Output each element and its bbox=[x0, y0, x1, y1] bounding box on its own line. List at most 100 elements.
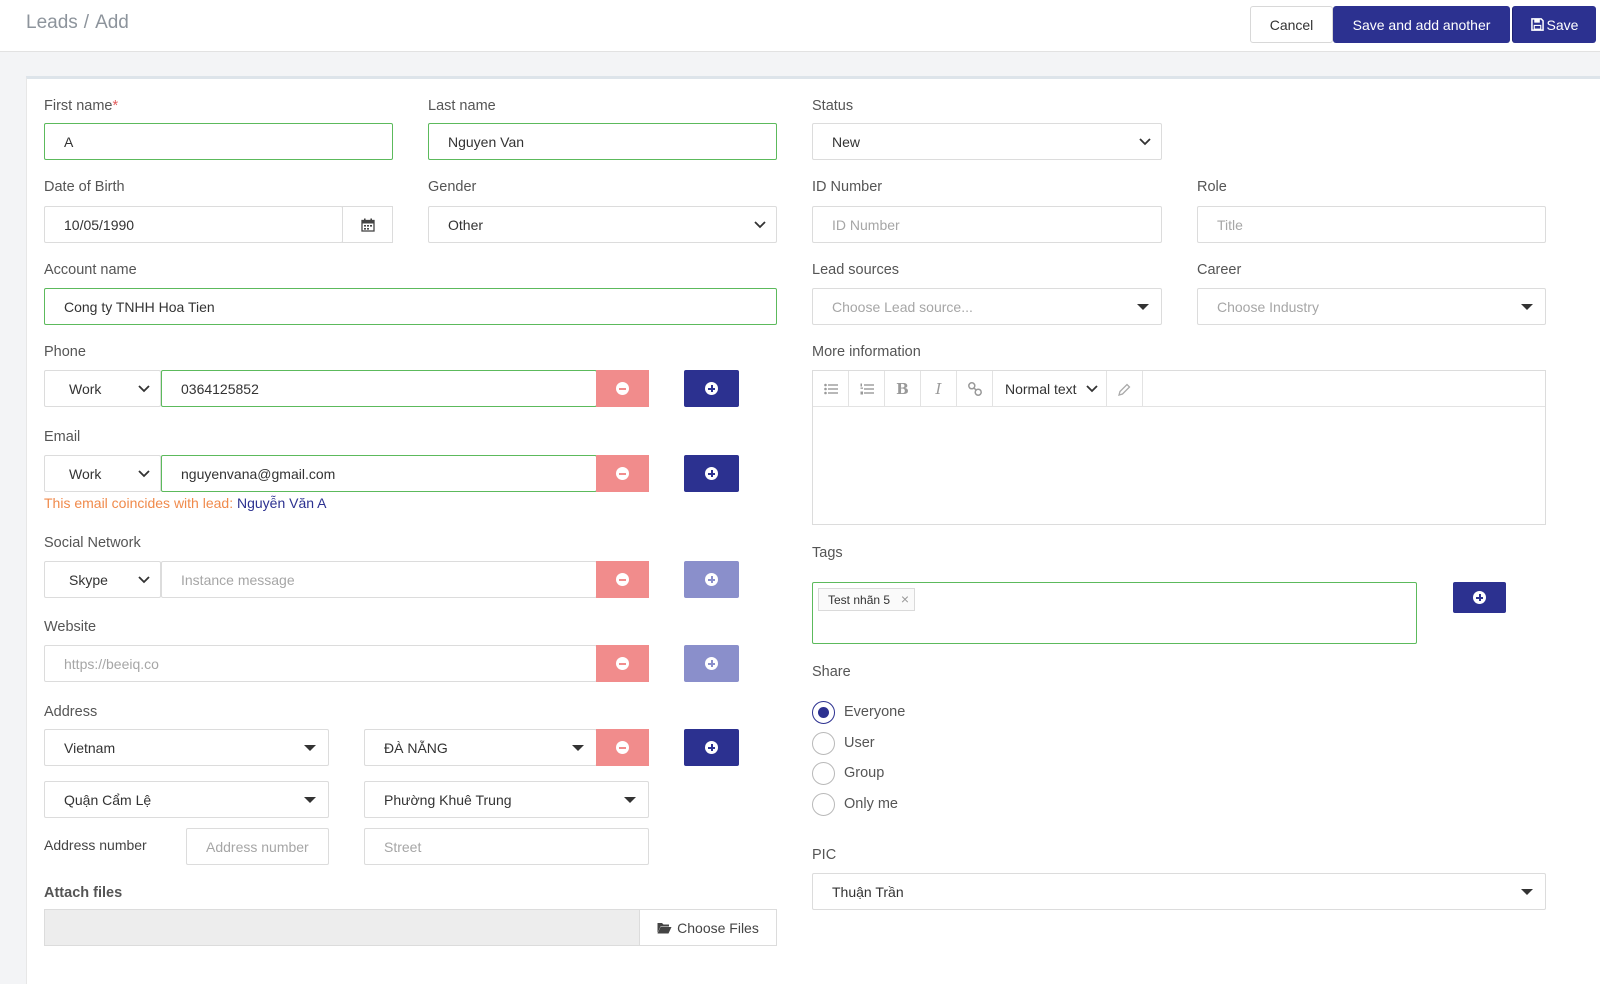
numbered-list-icon bbox=[860, 383, 874, 395]
career-placeholder: Choose Industry bbox=[1217, 298, 1319, 315]
more-info-editor[interactable]: B I Normal text bbox=[812, 370, 1546, 525]
street-input[interactable]: Street bbox=[364, 828, 649, 865]
plus-circle-icon bbox=[705, 467, 718, 480]
website-label: Website bbox=[44, 619, 97, 635]
cancel-button[interactable]: Cancel bbox=[1250, 6, 1333, 43]
city-value: ĐÀ NẴNG bbox=[384, 739, 448, 756]
email-input[interactable]: nguyenvana@gmail.com bbox=[161, 455, 597, 492]
first-name-input[interactable]: A bbox=[44, 123, 393, 160]
share-label: Share bbox=[812, 664, 851, 680]
address-number-input[interactable]: Address number bbox=[186, 828, 329, 865]
pic-select[interactable]: Thuận Trần bbox=[812, 873, 1546, 910]
save-button-label: Save bbox=[1546, 16, 1579, 33]
last-name-input[interactable]: Nguyen Van bbox=[428, 123, 777, 160]
tags-input[interactable]: Test nhãn 5 × bbox=[812, 582, 1417, 644]
calendar-button[interactable] bbox=[342, 206, 393, 243]
lead-sources-select[interactable]: Choose Lead source... bbox=[812, 288, 1162, 325]
add-website-button[interactable] bbox=[684, 645, 739, 682]
ward-value: Phường Khuê Trung bbox=[384, 791, 512, 808]
plus-circle-icon bbox=[705, 657, 718, 670]
country-select[interactable]: Vietnam bbox=[44, 729, 329, 766]
add-tag-button[interactable] bbox=[1453, 582, 1506, 613]
add-address-button[interactable] bbox=[684, 729, 739, 766]
remove-phone-button[interactable] bbox=[596, 370, 649, 407]
chevron-down-icon bbox=[138, 575, 150, 583]
pic-label: PIC bbox=[812, 847, 837, 863]
remove-website-button[interactable] bbox=[596, 645, 649, 682]
choose-files-button[interactable]: Choose Files bbox=[639, 909, 777, 946]
gender-select[interactable]: Other bbox=[428, 206, 777, 243]
website-input[interactable]: https://beeiq.co bbox=[44, 645, 597, 682]
career-label: Career bbox=[1197, 262, 1242, 278]
share-option-user[interactable]: User bbox=[812, 731, 875, 755]
link-button[interactable] bbox=[957, 371, 993, 407]
save-and-add-another-button[interactable]: Save and add another bbox=[1333, 6, 1510, 43]
phone-label: Phone bbox=[44, 344, 86, 360]
social-type-select[interactable]: Skype bbox=[44, 561, 161, 598]
address-label: Address bbox=[44, 704, 98, 720]
radio-icon bbox=[812, 792, 835, 816]
save-button[interactable]: Save bbox=[1512, 6, 1596, 43]
clear-format-button[interactable] bbox=[1107, 371, 1143, 407]
plus-circle-icon bbox=[705, 573, 718, 586]
bullet-list-button[interactable] bbox=[813, 371, 849, 407]
numbered-list-button[interactable] bbox=[849, 371, 885, 407]
pencil-icon bbox=[1118, 383, 1131, 396]
role-input[interactable]: Title bbox=[1197, 206, 1546, 243]
district-select[interactable]: Quận Cẩm Lệ bbox=[44, 781, 329, 818]
remove-social-button[interactable] bbox=[596, 561, 649, 598]
italic-button[interactable]: I bbox=[921, 371, 957, 407]
calendar-icon bbox=[360, 218, 375, 232]
bold-button[interactable]: B bbox=[885, 371, 921, 407]
district-value: Quận Cẩm Lệ bbox=[64, 791, 152, 808]
phone-input[interactable]: 0364125852 bbox=[161, 370, 597, 407]
chevron-down-icon bbox=[138, 384, 150, 392]
phone-type-select[interactable]: Work bbox=[44, 370, 161, 407]
breadcrumb-leads[interactable]: Leads bbox=[26, 12, 78, 33]
floppy-disk-icon bbox=[1530, 18, 1544, 31]
account-name-input[interactable]: Cong ty TNHH Hoa Tien bbox=[44, 288, 777, 325]
email-type-select[interactable]: Work bbox=[44, 455, 161, 492]
italic-icon: I bbox=[935, 380, 942, 398]
bullet-list-icon bbox=[823, 383, 838, 395]
caret-down-icon bbox=[624, 796, 636, 803]
tag-label: Test nhãn 5 bbox=[828, 592, 891, 607]
social-type-value: Skype bbox=[69, 571, 108, 588]
status-select[interactable]: New bbox=[812, 123, 1162, 160]
radio-icon bbox=[812, 731, 835, 755]
duplicate-lead-link[interactable]: Nguyễn Văn A bbox=[236, 495, 327, 511]
breadcrumb-separator: / bbox=[83, 12, 90, 33]
remove-email-button[interactable] bbox=[596, 455, 649, 492]
career-select[interactable]: Choose Industry bbox=[1197, 288, 1546, 325]
remove-address-button[interactable] bbox=[596, 729, 649, 766]
chevron-down-icon bbox=[138, 469, 150, 477]
plus-circle-icon bbox=[1473, 591, 1486, 604]
minus-circle-icon bbox=[616, 467, 629, 480]
breadcrumb: Leads / Add bbox=[26, 12, 129, 34]
text-style-select[interactable]: Normal text bbox=[993, 371, 1107, 407]
id-number-input[interactable]: ID Number bbox=[812, 206, 1162, 243]
folder-open-icon bbox=[657, 922, 672, 933]
text-style-value: Normal text bbox=[1005, 381, 1077, 397]
city-select[interactable]: ĐÀ NẴNG bbox=[364, 729, 597, 766]
caret-down-icon bbox=[1521, 303, 1533, 310]
social-input[interactable]: Instance message bbox=[161, 561, 597, 598]
attach-files-label: Attach files bbox=[44, 885, 123, 901]
add-social-button[interactable] bbox=[684, 561, 739, 598]
share-option-group[interactable]: Group bbox=[812, 761, 884, 785]
account-name-label: Account name bbox=[44, 262, 137, 278]
email-duplicate-warning: This email coincides with lead: Nguyễn V… bbox=[44, 495, 327, 511]
minus-circle-icon bbox=[616, 741, 629, 754]
share-option-label: Everyone bbox=[844, 704, 906, 720]
address-number-label: Address number bbox=[44, 837, 147, 853]
first-name-label: First name* bbox=[44, 98, 119, 114]
add-email-button[interactable] bbox=[684, 455, 739, 492]
add-phone-button[interactable] bbox=[684, 370, 739, 407]
remove-tag-icon[interactable]: × bbox=[900, 591, 910, 607]
share-option-only-me[interactable]: Only me bbox=[812, 792, 898, 816]
share-option-everyone[interactable]: Everyone bbox=[812, 700, 905, 724]
ward-select[interactable]: Phường Khuê Trung bbox=[364, 781, 649, 818]
attach-files-field[interactable] bbox=[44, 909, 640, 946]
status-select-value: New bbox=[832, 133, 861, 150]
dob-input[interactable]: 10/05/1990 bbox=[44, 206, 343, 243]
